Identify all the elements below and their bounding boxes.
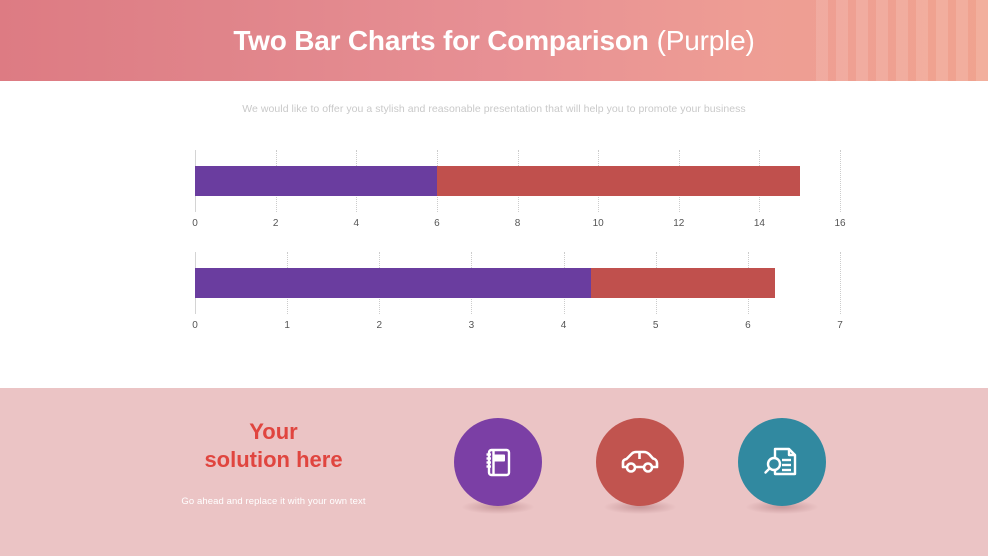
footer-band: Your solution here Go ahead and replace … <box>0 388 988 556</box>
axis-tick-label: 0 <box>192 320 198 331</box>
icon-shadow <box>746 500 818 514</box>
icon-item-car[interactable] <box>596 418 684 526</box>
axis-tick-label: 6 <box>434 218 440 229</box>
bar-segment[interactable] <box>195 166 437 196</box>
chart2-stacked-bar[interactable] <box>195 268 776 298</box>
axis-tick-label: 0 <box>192 218 198 229</box>
icon-item-document-search[interactable] <box>738 418 826 526</box>
footer-headline-line2: solution here <box>204 447 343 472</box>
bar-segment[interactable] <box>195 268 592 298</box>
axis-tick-label: 2 <box>272 218 279 229</box>
axis-tick-label: 1 <box>284 320 290 331</box>
page-title-bold: Two Bar Charts for Comparison <box>233 24 649 56</box>
footer-headline-line1: Your <box>249 419 298 444</box>
axis-tick-label: 14 <box>753 218 765 229</box>
axis-tick-label: 16 <box>834 218 846 229</box>
page-title-light: (Purple) <box>656 24 755 56</box>
chart1-axis-tick-labels: 0 2 4 6 8 10 12 14 16 <box>192 218 845 234</box>
footer-icon-row <box>440 418 860 538</box>
slide-header: Two Bar Charts for Comparison (Purple) <box>0 0 988 81</box>
gridline <box>840 150 841 212</box>
axis-tick-label: 5 <box>652 320 659 331</box>
axis-tick-label: 2 <box>376 320 383 331</box>
chart1-plot-area <box>195 150 841 212</box>
chart2-axis-tick-labels: 0 1 2 3 4 5 6 7 <box>192 320 843 336</box>
axis-tick-label: 7 <box>837 320 843 331</box>
axis-tick-label: 3 <box>468 320 475 331</box>
icon-shadow <box>462 500 534 514</box>
chart1-stacked-bar[interactable] <box>195 166 800 196</box>
axis-tick-label: 4 <box>353 218 360 229</box>
icon-item-notebook[interactable] <box>454 418 542 526</box>
axis-tick-label: 8 <box>514 218 521 229</box>
axis-tick-label: 10 <box>592 218 604 229</box>
footer-text-block: Your solution here Go ahead and replace … <box>146 418 401 507</box>
slide-subtitle: We would like to offer you a stylish and… <box>242 103 746 115</box>
icon-shadow <box>604 500 676 514</box>
page-title: Two Bar Charts for Comparison (Purple) <box>0 0 988 81</box>
axis-tick-label: 12 <box>673 218 685 229</box>
notebook-icon[interactable] <box>454 418 542 506</box>
axis-tick-label: 4 <box>560 320 567 331</box>
bar-segment[interactable] <box>436 166 800 196</box>
gridline <box>840 252 841 314</box>
document-search-icon[interactable] <box>738 418 826 506</box>
axis-tick-label: 6 <box>745 320 751 331</box>
car-icon[interactable] <box>596 418 684 506</box>
bar-segment[interactable] <box>591 268 776 298</box>
header-stripe-decoration <box>808 0 988 81</box>
footer-subtext: Go ahead and replace it with your own te… <box>181 496 366 507</box>
chart2-plot-area <box>195 252 841 314</box>
